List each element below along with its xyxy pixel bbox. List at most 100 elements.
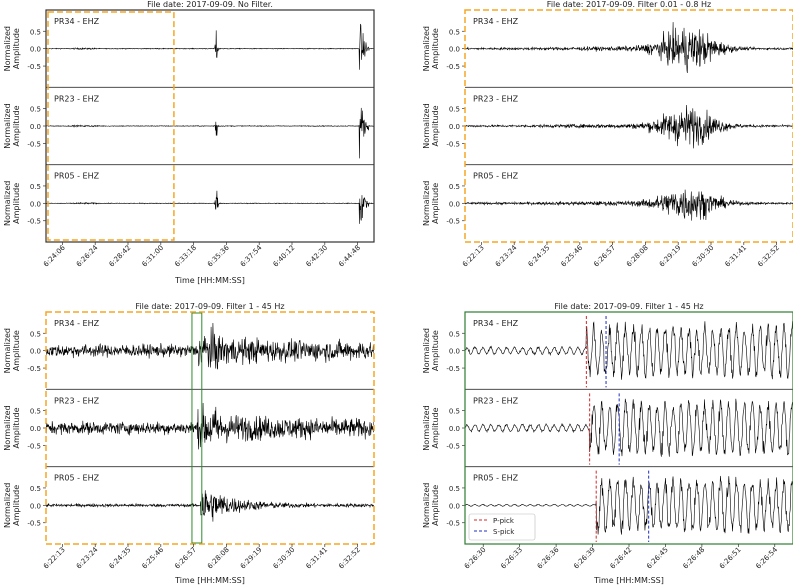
trace-label: PR23 - EHZ (54, 396, 100, 405)
x-tick-label: 6:31:41 (723, 244, 748, 269)
x-tick-label: 6:26:33 (499, 546, 524, 571)
panel-border (45, 9, 375, 243)
chart-title: File date: 2017-09-09. Filter 0.01 - 0.8… (547, 0, 711, 9)
y-axis-label: NormalizedAmplitude (3, 483, 21, 528)
x-tick-label: 6:29:19 (658, 244, 683, 269)
x-tick-label: 6:30:30 (272, 546, 297, 571)
x-tick-label: 6:44:48 (337, 244, 362, 269)
x-tick-label: 6:29:19 (239, 546, 264, 571)
trace-label: PR23 - EHZ (473, 94, 519, 103)
y-tick-label: -0.5 (27, 365, 41, 373)
x-tick-label: 6:23:24 (75, 545, 100, 570)
trace-waveform (46, 107, 374, 159)
zoom-box (191, 312, 203, 544)
waveform-line (46, 322, 374, 370)
y-axis-label: NormalizedAmplitude (3, 328, 21, 373)
x-axis-label: Time [HH:MM:SS] (593, 576, 664, 585)
y-tick-label: 0.5 (30, 408, 41, 416)
y-axis-label: NormalizedAmplitude (422, 181, 440, 226)
y-tick-label: 0.0 (449, 348, 460, 356)
x-axis-label: Time [HH:MM:SS] (174, 576, 245, 585)
x-tick-label: 6:25:46 (140, 545, 165, 570)
waveform-line (46, 23, 374, 70)
trace-waveform (46, 23, 374, 70)
y-tick-label: 0.5 (30, 106, 41, 114)
y-label-line: Normalized (422, 103, 431, 148)
x-tick-label: 6:40:12 (272, 244, 297, 269)
trace-label: PR23 - EHZ (473, 396, 519, 405)
trace-label: PR34 - EHZ (473, 319, 519, 328)
y-label-line: Normalized (3, 405, 12, 450)
x-tick-label: 6:24:06 (42, 243, 67, 268)
trace-waveform (465, 189, 793, 221)
x-tick-label: 6:32:52 (337, 546, 362, 571)
legend-label: P-pick (493, 517, 515, 525)
x-tick-label: 6:28:42 (108, 244, 133, 269)
y-label-line: Amplitude (431, 330, 440, 371)
x-tick-label: 6:26:36 (536, 545, 561, 570)
waveform-line (465, 475, 793, 535)
y-label-line: Normalized (422, 328, 431, 373)
x-tick-label: 6:26:45 (645, 546, 670, 571)
x-tick-label: 6:28:08 (206, 546, 231, 571)
y-label-line: Normalized (422, 483, 431, 528)
y-tick-label: -0.5 (446, 218, 460, 226)
y-tick-label: 0.0 (30, 348, 41, 356)
x-tick-label: 6:26:42 (609, 546, 634, 571)
y-tick-label: 0.5 (30, 183, 41, 191)
chart-title: File date: 2017-09-09. Filter 1 - 45 Hz (554, 302, 703, 311)
x-tick-label: 6:26:54 (754, 545, 779, 570)
trace-label: PR23 - EHZ (54, 94, 100, 103)
x-tick-label: 6:31:41 (304, 546, 329, 571)
y-tick-label: 0.5 (30, 485, 41, 493)
legend-label: S-pick (493, 528, 515, 536)
y-label-line: Amplitude (431, 183, 440, 224)
y-label-line: Amplitude (431, 407, 440, 448)
x-tick-label: 6:25:46 (559, 243, 584, 268)
y-label-line: Normalized (422, 181, 431, 226)
x-tick-label: 6:26:30 (463, 546, 488, 571)
y-label-line: Normalized (3, 328, 12, 373)
x-tick-label: 6:24:35 (108, 546, 133, 571)
trace-label: PR34 - EHZ (54, 319, 100, 328)
y-label-line: Amplitude (12, 105, 21, 146)
y-axis-label: NormalizedAmplitude (422, 405, 440, 450)
x-tick-label: 6:26:57 (173, 546, 198, 571)
trace-waveform (465, 321, 793, 380)
y-label-line: Normalized (3, 103, 12, 148)
x-tick-label: 6:31:00 (140, 244, 165, 269)
y-tick-label: 0.0 (449, 425, 460, 433)
x-tick-label: 6:24:35 (527, 244, 552, 269)
y-tick-label: 0.0 (30, 425, 41, 433)
x-tick-label: 6:35:36 (206, 243, 231, 268)
y-tick-label: 0.0 (30, 46, 41, 54)
y-tick-label: -0.5 (446, 140, 460, 148)
y-tick-label: -0.5 (27, 442, 41, 450)
y-tick-label: 0.5 (449, 106, 460, 114)
waveform-line (465, 105, 793, 149)
trace-waveform (465, 398, 793, 457)
y-label-line: Normalized (3, 483, 12, 528)
y-label-line: Amplitude (431, 485, 440, 526)
x-tick-label: 6:26:51 (718, 546, 743, 571)
y-tick-label: -0.5 (446, 63, 460, 71)
waveform-line (465, 398, 793, 457)
y-label-line: Normalized (3, 26, 12, 71)
chart-title: File date: 2017-09-09. Filter 1 - 45 Hz (135, 302, 284, 311)
zoom-box (47, 11, 175, 241)
trace-waveform (465, 22, 793, 74)
y-axis-label: NormalizedAmplitude (3, 405, 21, 450)
y-label-line: Normalized (422, 26, 431, 71)
y-tick-label: 0.0 (449, 200, 460, 208)
y-tick-label: -0.5 (27, 63, 41, 71)
y-axis-label: NormalizedAmplitude (422, 26, 440, 71)
x-tick-label: 6:37:54 (239, 243, 264, 268)
y-axis-label: NormalizedAmplitude (3, 26, 21, 71)
x-tick-label: 6:30:30 (691, 244, 716, 269)
y-label-line: Normalized (422, 405, 431, 450)
y-tick-label: 0.5 (449, 28, 460, 36)
x-tick-label: 6:23:24 (494, 243, 519, 268)
y-tick-label: 0.5 (30, 330, 41, 338)
x-tick-label: 6:42:30 (304, 244, 329, 269)
